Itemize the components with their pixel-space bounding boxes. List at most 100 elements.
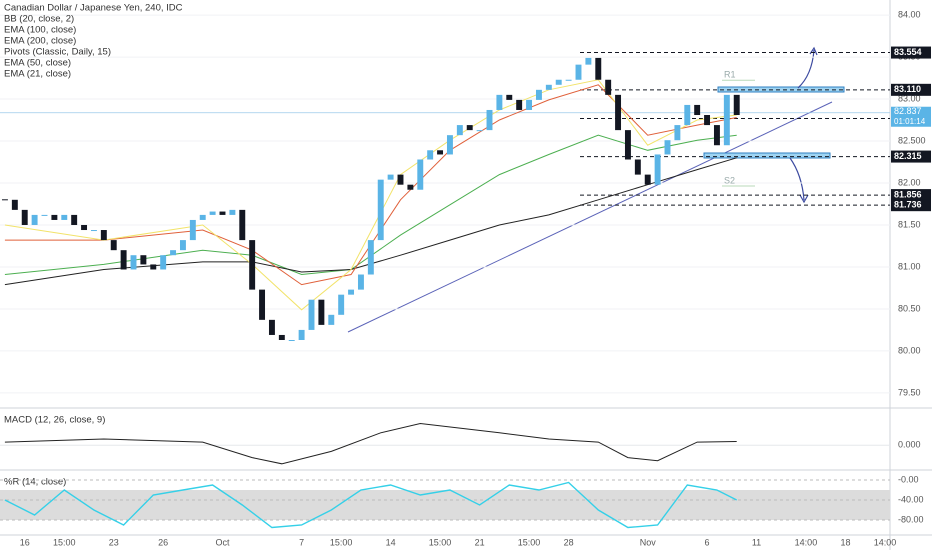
candle: [595, 57, 602, 80]
candle: [338, 294, 345, 315]
candle: [664, 140, 671, 155]
candle: [624, 130, 631, 160]
y-tick-label: 80.50: [898, 303, 921, 313]
candle: [704, 115, 711, 126]
williams-title: %R (14, close): [4, 477, 66, 488]
pivot-label: S2: [724, 175, 735, 185]
candle: [565, 79, 572, 81]
level-label: 81.736: [894, 200, 922, 210]
y-tick-label: 81.50: [898, 219, 921, 229]
candle: [535, 89, 542, 100]
level-label-box: [891, 150, 931, 163]
y-tick-label: -80.00: [898, 514, 924, 524]
x-tick-label: 21: [475, 537, 485, 547]
arrow-up: [797, 49, 815, 89]
y-tick-label: 79.50: [898, 387, 921, 397]
candle: [684, 104, 691, 126]
level-label-box: [891, 189, 931, 202]
candle: [486, 109, 493, 131]
arrow-head: [809, 46, 818, 56]
candle: [278, 334, 285, 340]
support-zone: [703, 152, 831, 159]
candle: [90, 230, 97, 232]
x-tick-label: 15:00: [330, 537, 353, 547]
x-tick-label: 11: [752, 537, 761, 547]
candle: [506, 94, 513, 100]
candle: [160, 255, 167, 270]
candle: [318, 299, 325, 325]
candle: [348, 289, 355, 295]
x-tick-label: 14:00: [874, 537, 897, 547]
candle: [466, 125, 473, 131]
candle: [140, 255, 147, 265]
legend-entry: EMA (200, close): [4, 36, 76, 47]
x-tick-label: Nov: [640, 537, 657, 547]
x-tick-label: 28: [564, 537, 574, 547]
x-tick-label: 16: [20, 537, 30, 547]
arrow-head: [799, 194, 809, 204]
x-tick-label: 23: [109, 537, 119, 547]
candle: [437, 150, 444, 155]
candle: [81, 224, 88, 231]
x-tick-label: 15:00: [429, 537, 452, 547]
y-tick-label: 80.00: [898, 345, 921, 355]
candle: [179, 240, 186, 251]
candle: [170, 250, 177, 256]
candle: [61, 214, 68, 220]
candle: [100, 230, 107, 241]
candle: [259, 289, 266, 320]
candle: [417, 159, 424, 190]
candle: [397, 174, 404, 185]
candle: [209, 211, 216, 215]
candle: [298, 329, 305, 340]
candle: [723, 94, 730, 146]
level-label: 81.856: [894, 189, 922, 199]
level-label-box: [891, 83, 931, 96]
y-tick-label: 84.00: [898, 9, 921, 19]
countdown-label: 01:01:14: [894, 117, 926, 126]
candle: [110, 240, 117, 251]
resistance-zone: [717, 86, 845, 93]
candle: [199, 214, 206, 220]
williams-band: [0, 490, 890, 520]
macd-line: [4, 422, 737, 465]
legend-entry: Pivots (Classic, Daily, 15): [4, 47, 111, 58]
candle: [674, 125, 681, 141]
candle: [476, 130, 483, 132]
candle: [189, 219, 196, 241]
candle: [516, 99, 523, 110]
x-tick-label: 15:00: [518, 537, 541, 547]
level-label: 83.554: [894, 47, 922, 57]
trend-line: [347, 101, 833, 333]
x-tick-label: 6: [705, 537, 710, 547]
candle: [11, 199, 18, 210]
level-label: 83.110: [894, 84, 921, 94]
candle: [615, 94, 622, 131]
x-tick-label: 14:00: [795, 537, 818, 547]
candle: [575, 64, 582, 80]
level-label-box: [891, 199, 931, 212]
candle: [328, 314, 335, 325]
candle: [21, 209, 28, 225]
candle: [377, 179, 384, 241]
x-tick-label: 7: [299, 537, 304, 547]
candle: [555, 79, 562, 85]
candle: [634, 159, 641, 175]
candle: [654, 154, 661, 185]
y-tick-label: 83.00: [898, 93, 921, 103]
candle: [407, 184, 414, 190]
y-tick-label: -40.00: [898, 494, 924, 504]
candle: [585, 57, 592, 65]
y-tick-label: -0.00: [898, 474, 919, 484]
candle: [427, 150, 434, 160]
candle: [526, 99, 533, 110]
candle: [308, 299, 315, 330]
ema-line: [4, 157, 737, 286]
level-label: 82.315: [894, 151, 922, 161]
candle: [357, 274, 364, 290]
candle: [120, 250, 127, 270]
x-tick-label: Oct: [215, 537, 230, 547]
candle: [229, 209, 236, 215]
